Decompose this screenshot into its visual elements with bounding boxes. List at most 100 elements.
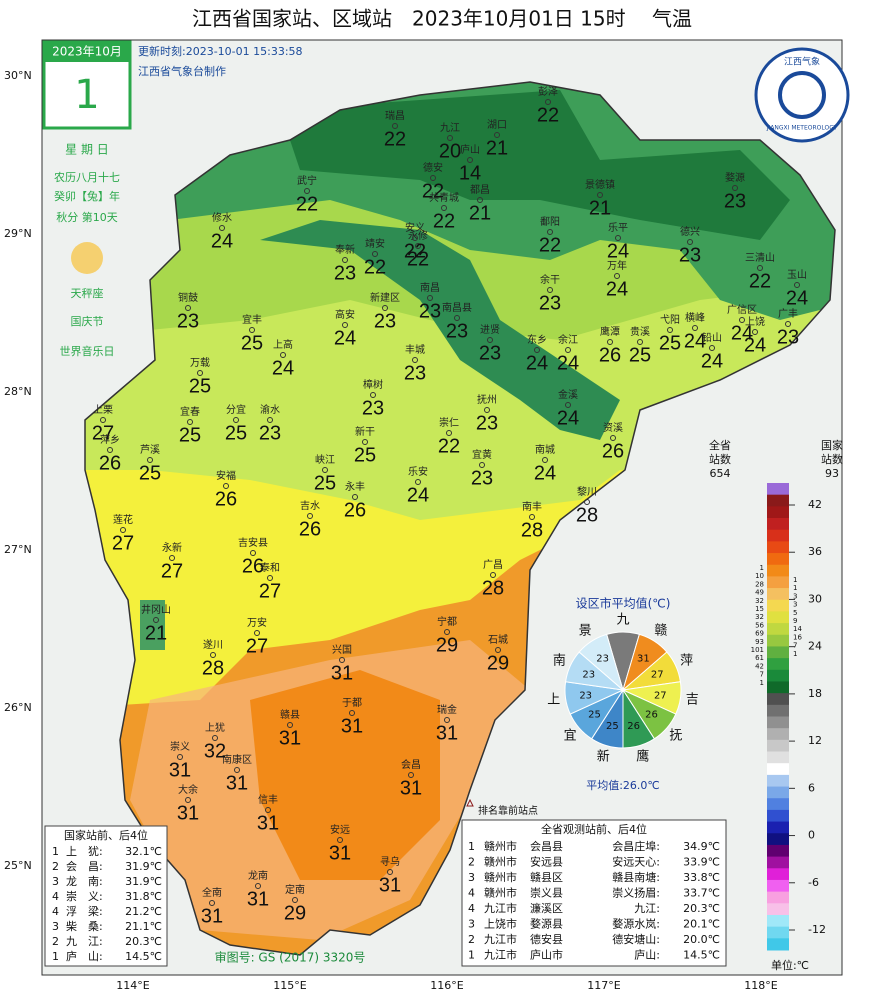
pie-value: 26: [645, 710, 658, 721]
station-temp: 28: [482, 577, 504, 599]
station-temp: 24: [272, 357, 294, 379]
legend-swatch: [767, 833, 789, 846]
legend-unit: 单位:℃: [771, 958, 809, 972]
approval: 审图号: GS (2017) 3320号: [215, 950, 366, 965]
legend-swatch: [767, 669, 789, 682]
station-temp: 24: [701, 350, 723, 372]
station-temp: 25: [629, 344, 651, 366]
lon-label: 116°E: [430, 979, 463, 992]
station-name: 峡江: [315, 453, 335, 466]
table-cell: 庐山:: [634, 948, 660, 962]
station-temp: 24: [334, 327, 356, 349]
station-temp: 23: [419, 300, 441, 322]
station-name: 永新: [162, 541, 182, 554]
station-temp: 26: [215, 488, 237, 510]
lunar: 癸卯【兔】年: [54, 189, 120, 203]
station-name: 三清山: [745, 251, 775, 264]
station-temp: 24: [607, 240, 629, 262]
station-name: 安福: [216, 469, 236, 482]
station-name: 崇义: [170, 741, 190, 753]
pie-label: 新: [597, 749, 610, 765]
station-name: 莲花: [113, 513, 133, 526]
station-dot: [427, 295, 433, 301]
station-temp: 31: [257, 812, 279, 834]
station-temp: 23: [777, 326, 799, 348]
station-temp: 31: [331, 662, 353, 684]
calendar-head: [44, 42, 130, 62]
station-temp: 26: [299, 518, 321, 540]
station-name: 婺源: [725, 171, 745, 184]
station-dot: [529, 514, 535, 520]
legend-tick-label: 36: [808, 545, 822, 558]
station-dot: [209, 900, 215, 906]
station-dot: [304, 188, 310, 194]
station-dot: [495, 647, 501, 653]
station-dot: [490, 572, 496, 578]
station-name: 渝水: [260, 403, 280, 416]
station-name: 资溪: [603, 422, 623, 434]
station-dot: [709, 345, 715, 351]
station-temp: 23: [471, 467, 493, 489]
station-name: 南城: [535, 443, 555, 456]
province-count: 42: [755, 662, 764, 670]
lon-label: 114°E: [116, 979, 149, 992]
station-name: 全南: [202, 886, 222, 899]
table-cell: 龙 南:: [66, 875, 103, 888]
station-dot: [794, 282, 800, 288]
station-name: 广信区: [727, 304, 757, 316]
station-name: 九江: [440, 122, 460, 134]
pie-title: 设区市平均值(℃): [576, 596, 671, 611]
station-dot: [322, 467, 328, 473]
station-name: 广丰: [778, 307, 798, 320]
table-cell: 德安县: [530, 932, 563, 946]
station-name: 上饶: [745, 315, 765, 328]
station-name: 贵溪: [630, 325, 650, 338]
station-dot: [454, 315, 460, 321]
station-name: 奉新: [335, 243, 355, 256]
table-cell: 上饶市: [484, 917, 517, 931]
table-cell: 3: [468, 871, 475, 884]
station-temp: 24: [606, 278, 628, 300]
station-temp: 23: [334, 262, 356, 284]
legend-swatch: [767, 681, 789, 694]
table-title: 全省观测站前、后4位: [541, 822, 647, 836]
station-dot: [494, 132, 500, 138]
station-name: 萍乡: [100, 434, 120, 446]
station-dot: [255, 883, 261, 889]
station-dot: [370, 392, 376, 398]
date-box: 2023年10月 1 星 期 日 农历八月十七 癸卯【兔】年 秋分 第10天 天…: [42, 40, 132, 358]
national-count: 3: [793, 592, 797, 600]
station-name: 兴国: [332, 644, 352, 656]
table-cell: 3: [52, 875, 59, 888]
legend-swatch: [767, 483, 789, 496]
table-cell: 九江市: [484, 948, 517, 962]
legend-tick-label: 0: [808, 829, 815, 842]
table-cell: 崇 义:: [66, 890, 103, 903]
table-cell: 赣州市: [484, 886, 517, 900]
pie-label: 赣: [654, 624, 667, 639]
station-name: 樟树: [363, 378, 383, 391]
table-box: [461, 819, 727, 967]
station-temp: 23: [259, 422, 281, 444]
table-cell: 33.8℃: [683, 871, 720, 884]
legend-swatch: [767, 728, 789, 741]
national-count: 16: [793, 633, 802, 641]
station-dot: [249, 327, 255, 333]
station-name: 瑞昌: [385, 110, 405, 122]
province-border: [84, 81, 836, 956]
table-title: 国家站前、后4位: [64, 828, 148, 842]
province-count: 49: [755, 589, 764, 597]
station-dot: [479, 462, 485, 468]
station-dot: [185, 305, 191, 311]
pie-value: 31: [637, 653, 650, 664]
pie-slice: [578, 633, 624, 692]
station-name: 芦溪: [140, 444, 160, 456]
station-temp: 23: [404, 362, 426, 384]
legend-swatch: [767, 903, 789, 916]
station-name: 庐山: [460, 143, 480, 156]
station-temp: 31: [201, 905, 223, 927]
province-count: 32: [755, 613, 764, 621]
station-temp: 23: [679, 244, 701, 266]
table-cell: 2: [468, 856, 475, 869]
